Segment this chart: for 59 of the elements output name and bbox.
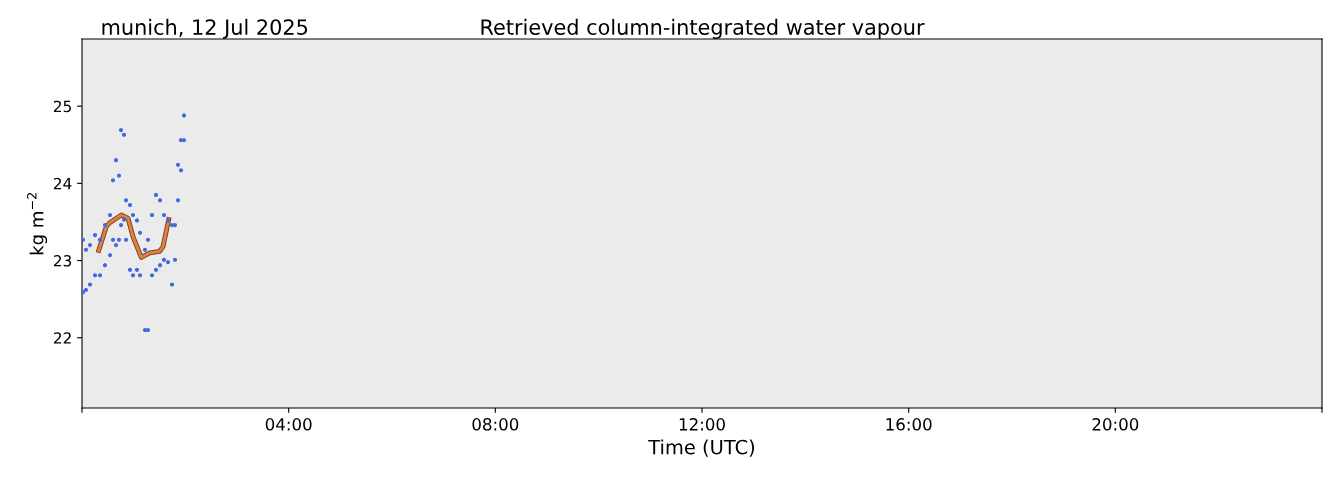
point	[116, 173, 122, 178]
y-tick-label: 24	[53, 177, 72, 190]
chart-subtitle: munich, 12 Jul 2025	[102, 18, 308, 39]
point	[92, 233, 98, 238]
point	[110, 178, 116, 183]
point	[149, 273, 155, 278]
point	[116, 237, 122, 242]
point	[87, 243, 93, 248]
point	[161, 257, 167, 262]
point	[165, 218, 171, 223]
point	[97, 273, 103, 278]
point	[118, 128, 124, 133]
line-series	[96, 212, 172, 260]
y-axis-title: kg m$^{−2}$	[27, 193, 48, 255]
point	[175, 162, 181, 167]
point	[123, 237, 129, 242]
point	[82, 237, 86, 242]
point	[82, 290, 86, 295]
x-tick-label: 04:00	[265, 418, 312, 431]
y-tick-label: 23	[53, 255, 72, 267]
point	[121, 217, 127, 222]
point	[83, 247, 89, 252]
x-tick-label: 16:00	[886, 418, 932, 431]
point	[113, 243, 119, 248]
point	[178, 168, 184, 173]
point	[87, 282, 93, 287]
point	[157, 263, 163, 268]
point	[137, 273, 143, 278]
point	[169, 282, 175, 287]
point	[130, 273, 136, 278]
point	[181, 113, 187, 118]
point	[92, 273, 98, 278]
y-tick-label: 25	[53, 100, 71, 113]
point	[145, 237, 151, 242]
point	[142, 247, 148, 252]
point	[153, 267, 159, 272]
point	[97, 237, 103, 242]
point	[175, 198, 181, 203]
x-axis-title: Time (UTC)	[648, 439, 755, 457]
point	[157, 198, 163, 203]
point	[153, 192, 159, 198]
point	[127, 267, 133, 272]
x-tick-label: 12:00	[679, 418, 725, 431]
point	[134, 218, 140, 223]
x-tick-label: 08:00	[472, 418, 519, 431]
point	[113, 158, 119, 163]
point	[172, 257, 178, 262]
point	[83, 287, 89, 292]
x-tick-label: 20:00	[1092, 418, 1139, 431]
y-tick-label: 22	[53, 332, 71, 344]
chart-title: Retrieved column-integrated water vapour	[481, 18, 925, 39]
point	[102, 263, 108, 268]
point	[165, 260, 171, 265]
point	[110, 237, 116, 242]
point	[134, 267, 140, 272]
point	[121, 132, 127, 137]
point	[123, 198, 129, 203]
point	[107, 253, 113, 258]
point	[137, 230, 143, 235]
